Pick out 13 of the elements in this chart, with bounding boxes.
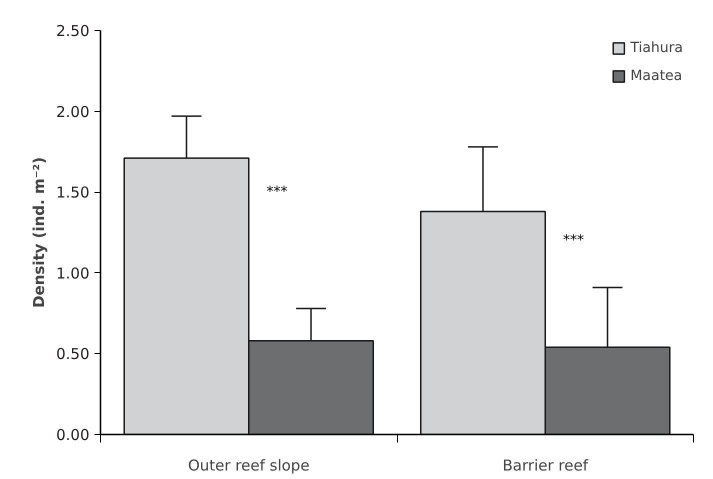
annotation: *** — [563, 232, 584, 249]
annotation: *** — [266, 184, 288, 200]
y-tick-label: 0.00 — [56, 426, 90, 444]
y-tick-label: 0.50 — [56, 345, 90, 364]
y-tick-label: 1.50 — [56, 184, 90, 202]
x-tick-label: Outer reef slope — [188, 456, 310, 474]
y-tick-label: 2.50 — [56, 22, 90, 40]
legend-label: Tiahura — [630, 40, 683, 56]
legend-label: Maatea — [630, 68, 682, 84]
y-tick-label: 2.00 — [56, 102, 90, 121]
y-tick-label: 1.00 — [56, 264, 90, 282]
y-axis-title: Density (ind. m⁻²) — [30, 157, 48, 308]
x-tick-label: Barrier reef — [502, 456, 589, 474]
